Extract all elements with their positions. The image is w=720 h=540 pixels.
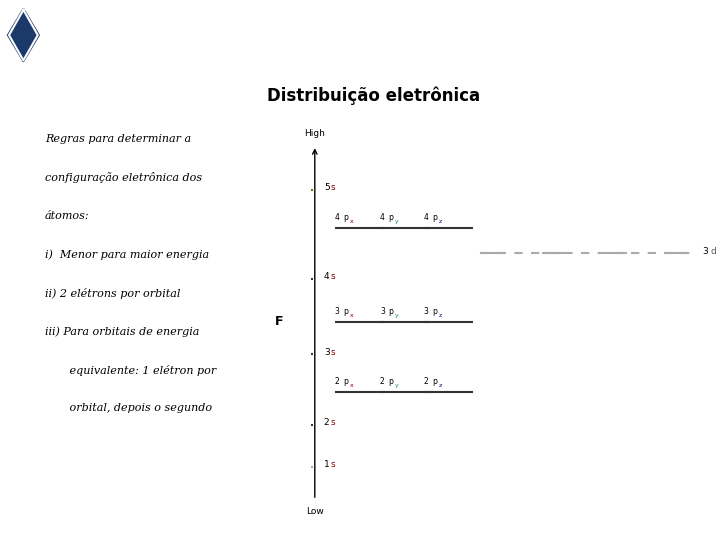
Text: Estrutura atômica: Estrutura atômica: [246, 20, 503, 47]
Text: p: p: [343, 213, 348, 222]
Text: s: s: [330, 272, 336, 281]
Text: s: s: [330, 418, 336, 427]
FancyBboxPatch shape: [4, 5, 43, 65]
Text: F: F: [275, 315, 284, 328]
Text: High: High: [305, 129, 325, 138]
Text: y: y: [395, 219, 399, 224]
Text: 2: 2: [324, 418, 330, 427]
Text: s: s: [330, 348, 336, 356]
Text: y: y: [395, 313, 399, 318]
Text: 2: 2: [335, 377, 340, 387]
Text: x: x: [350, 313, 354, 318]
Text: p: p: [343, 377, 348, 387]
Text: s: s: [330, 460, 336, 469]
Text: p: p: [388, 213, 393, 222]
Text: i)  Menor para maior energia: i) Menor para maior energia: [45, 249, 209, 260]
Text: z: z: [438, 383, 442, 388]
Text: 4: 4: [324, 272, 330, 281]
Text: Low: Low: [306, 507, 324, 516]
Text: 3: 3: [324, 348, 330, 356]
Text: p: p: [343, 307, 348, 316]
Text: Distribuição eletrônica: Distribuição eletrônica: [267, 86, 480, 105]
Text: 3: 3: [423, 307, 428, 316]
Text: 2: 2: [380, 377, 384, 387]
Text: p: p: [388, 377, 393, 387]
Text: z: z: [438, 219, 442, 224]
Text: 8: 8: [10, 516, 17, 526]
Text: 4: 4: [335, 213, 340, 222]
Text: iii) Para orbitais de energia: iii) Para orbitais de energia: [45, 326, 199, 337]
Text: 4: 4: [423, 213, 428, 222]
Text: p: p: [388, 307, 393, 316]
Text: x: x: [350, 383, 354, 388]
Text: x: x: [350, 219, 354, 224]
Text: 2: 2: [423, 377, 428, 387]
Text: z: z: [438, 313, 442, 318]
Text: y: y: [395, 383, 399, 388]
Text: equivalente: 1 elétron por: equivalente: 1 elétron por: [45, 364, 216, 376]
Text: ii) 2 elétrons por orbital: ii) 2 elétrons por orbital: [45, 288, 180, 299]
Text: 5: 5: [324, 183, 330, 192]
Text: p: p: [432, 213, 437, 222]
Text: Regras para determinar a: Regras para determinar a: [45, 133, 191, 144]
Text: 3: 3: [380, 307, 384, 316]
Text: orbital, depois o segundo: orbital, depois o segundo: [45, 403, 212, 413]
Text: configuração eletrônica dos: configuração eletrônica dos: [45, 172, 202, 183]
Text: 3: 3: [335, 307, 340, 316]
Text: 3: 3: [703, 247, 708, 255]
Text: átomos:: átomos:: [45, 211, 89, 221]
Text: p: p: [432, 307, 437, 316]
Polygon shape: [8, 9, 40, 62]
Text: s: s: [330, 183, 336, 192]
Text: 4: 4: [380, 213, 384, 222]
Text: QFL0341 – Estrutura e Propriedades de Compostos Orgânicos: QFL0341 – Estrutura e Propriedades de Co…: [10, 202, 17, 408]
Text: d: d: [711, 247, 716, 255]
Text: p: p: [432, 377, 437, 387]
Text: 1: 1: [324, 460, 330, 469]
